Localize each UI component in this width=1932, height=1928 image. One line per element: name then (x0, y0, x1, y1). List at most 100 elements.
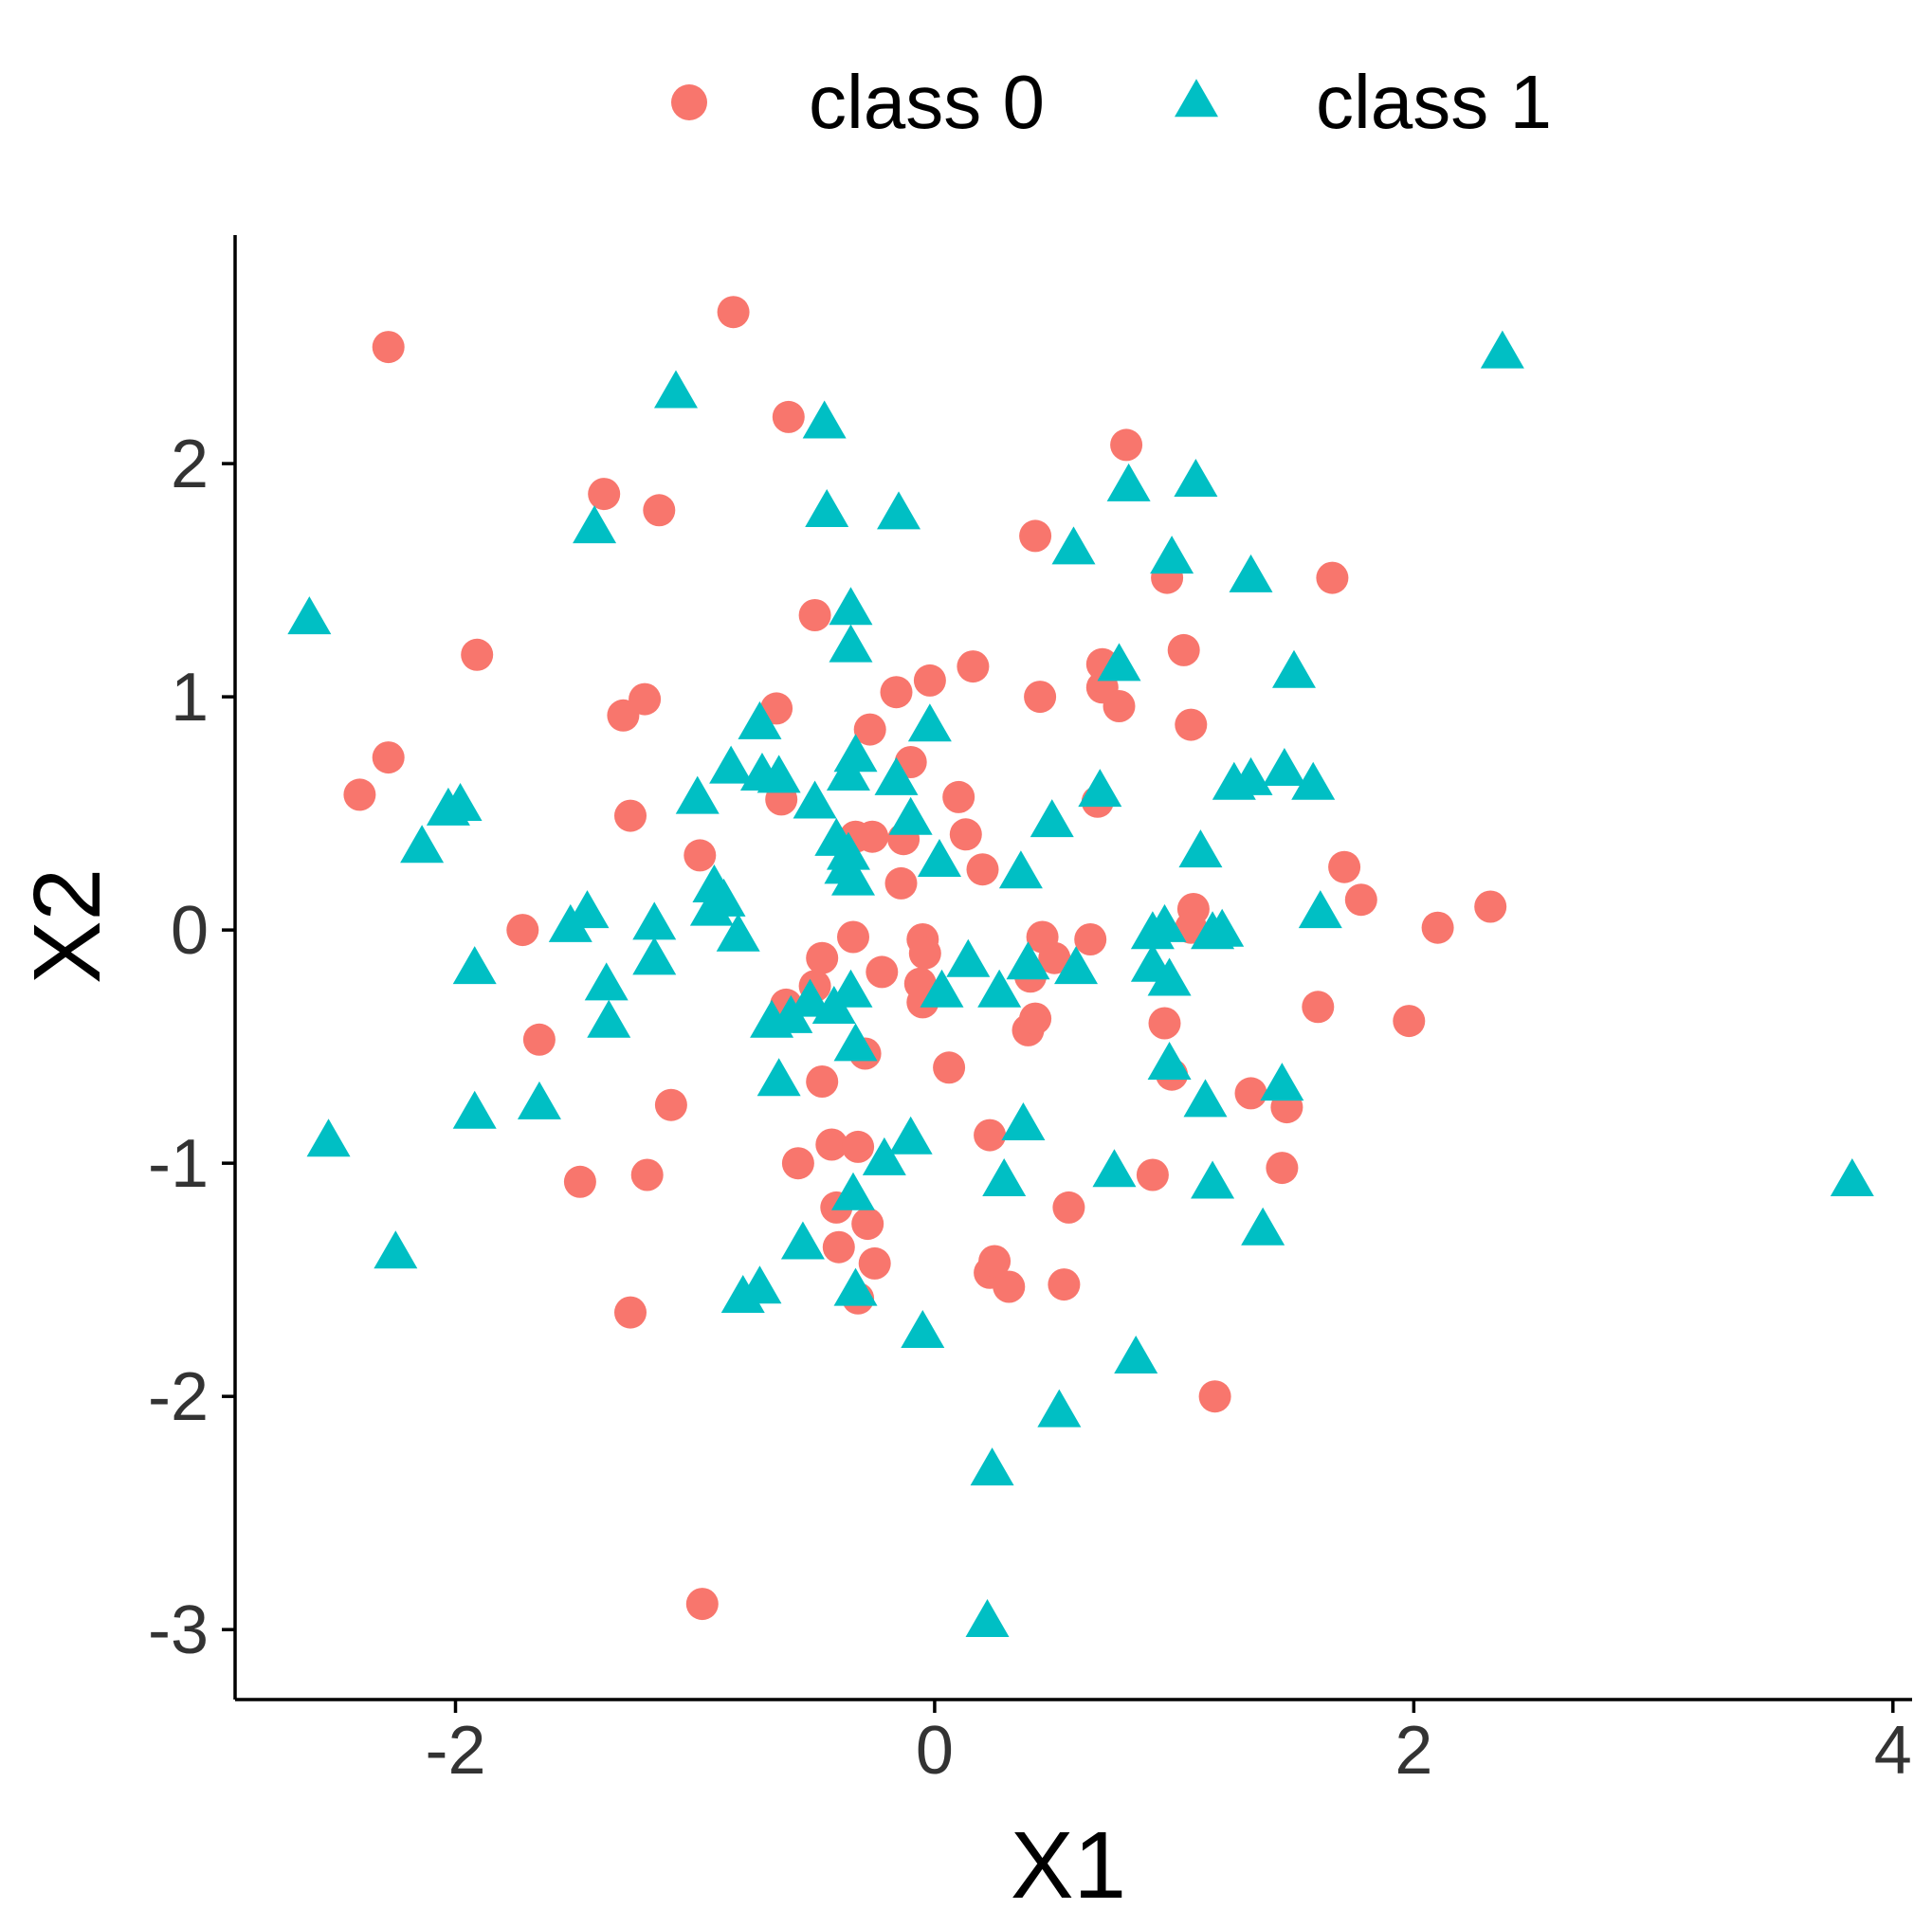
data-point-circle (1474, 890, 1507, 923)
data-point-circle (913, 664, 946, 697)
data-point-triangle (888, 796, 933, 835)
series-class-0 (343, 296, 1507, 1621)
x-tick-label: 4 (1874, 1713, 1912, 1789)
legend-item-class-0: class 0 (671, 60, 1045, 144)
data-point-triangle (452, 1090, 497, 1129)
data-point-triangle (1097, 643, 1141, 682)
data-point-circle (1234, 1077, 1267, 1110)
data-point-triangle (829, 624, 873, 663)
data-point-triangle (1147, 1042, 1192, 1081)
data-point-triangle (1037, 1389, 1082, 1428)
data-point-circle (461, 638, 494, 671)
data-point-triangle (1078, 769, 1122, 808)
data-point-triangle (1271, 649, 1316, 688)
data-point-triangle (1051, 526, 1096, 565)
data-point-circle (1328, 850, 1361, 883)
x-tick-label: 2 (1394, 1713, 1432, 1789)
legend-label: class 0 (809, 60, 1045, 144)
data-point-circle (522, 1023, 556, 1056)
legend-key-triangle (1175, 79, 1218, 118)
data-point-circle (772, 400, 805, 433)
data-point-circle (1421, 911, 1454, 944)
data-point-triangle (1178, 829, 1223, 868)
data-point-triangle (287, 596, 332, 635)
data-point-triangle (982, 1158, 1027, 1197)
legend: class 0 class 1 (671, 60, 1552, 144)
data-point-circle (993, 1270, 1026, 1303)
data-point-triangle (438, 782, 483, 821)
data-point-triangle (826, 831, 870, 870)
data-point-triangle (833, 734, 878, 773)
data-point-triangle (1106, 463, 1151, 501)
x-axis: -2 0 2 4 (235, 1698, 1912, 1789)
data-point-triangle (965, 1599, 1010, 1638)
data-point-triangle (573, 505, 617, 544)
data-point-triangle (831, 1172, 876, 1210)
data-point-circle (781, 1147, 814, 1180)
data-point-triangle (1092, 1149, 1137, 1188)
legend-label: class 1 (1316, 60, 1552, 144)
data-point-triangle (1229, 554, 1273, 592)
data-point-circle (1167, 633, 1200, 666)
data-point-circle (866, 955, 899, 989)
data-point-triangle (1262, 748, 1306, 787)
data-point-triangle (788, 978, 832, 1017)
data-point-circle (1175, 708, 1208, 741)
data-point-circle (630, 1158, 664, 1191)
data-point-circle (815, 1128, 848, 1161)
data-point-triangle (1114, 1336, 1158, 1374)
y-tick-label: 2 (171, 427, 209, 502)
data-point-circle (1148, 1007, 1181, 1040)
data-point-circle (372, 741, 405, 774)
data-point-circle (880, 676, 913, 709)
data-point-circle (1048, 1268, 1081, 1301)
data-point-triangle (716, 913, 760, 952)
data-point-triangle (584, 962, 629, 1001)
data-point-triangle (874, 756, 919, 795)
data-point-triangle (1229, 756, 1273, 795)
data-point-circle (1038, 941, 1071, 974)
data-point-circle (1024, 681, 1057, 714)
data-point-triangle (702, 878, 746, 917)
data-point-triangle (829, 969, 873, 1008)
data-point-triangle (1174, 458, 1218, 497)
data-point-triangle (1001, 1101, 1046, 1140)
data-point-circle (856, 820, 889, 853)
data-point-triangle (1147, 957, 1192, 996)
data-point-circle (978, 1245, 1012, 1278)
data-point-circle (588, 478, 621, 511)
data-point-triangle (709, 745, 754, 784)
data-point-circle (908, 937, 941, 970)
data-point-triangle (793, 780, 837, 819)
data-point-triangle (862, 1137, 906, 1175)
data-point-circle (806, 1065, 839, 1098)
data-point-circle (1110, 428, 1143, 462)
data-point-triangle (653, 370, 698, 409)
y-tick-label: 1 (171, 660, 209, 736)
data-point-circle (858, 1246, 891, 1280)
data-point-circle (1344, 883, 1377, 917)
data-point-circle (1019, 519, 1052, 553)
data-point-triangle (517, 1081, 561, 1119)
data-point-triangle (998, 850, 1043, 889)
data-point-triangle (831, 857, 876, 896)
data-point-triangle (675, 775, 720, 814)
data-point-circle (957, 650, 990, 683)
data-point-circle (974, 1119, 1007, 1152)
data-point-triangle (977, 969, 1022, 1008)
data-point-triangle (1191, 1160, 1235, 1199)
y-axis: -3 -2 -1 0 1 2 (148, 235, 237, 1700)
data-point-circle (806, 941, 839, 974)
data-point-triangle (1200, 908, 1245, 947)
data-point-circle (685, 1588, 719, 1621)
data-point-triangle (374, 1230, 418, 1269)
data-point-triangle (1291, 761, 1336, 800)
data-point-circle (717, 296, 750, 329)
x-axis-label: X1 (1011, 1812, 1126, 1919)
data-point-circle (614, 799, 647, 832)
data-point-triangle (1260, 1063, 1304, 1101)
y-axis-label: X2 (14, 868, 120, 984)
data-point-triangle (756, 1058, 801, 1097)
